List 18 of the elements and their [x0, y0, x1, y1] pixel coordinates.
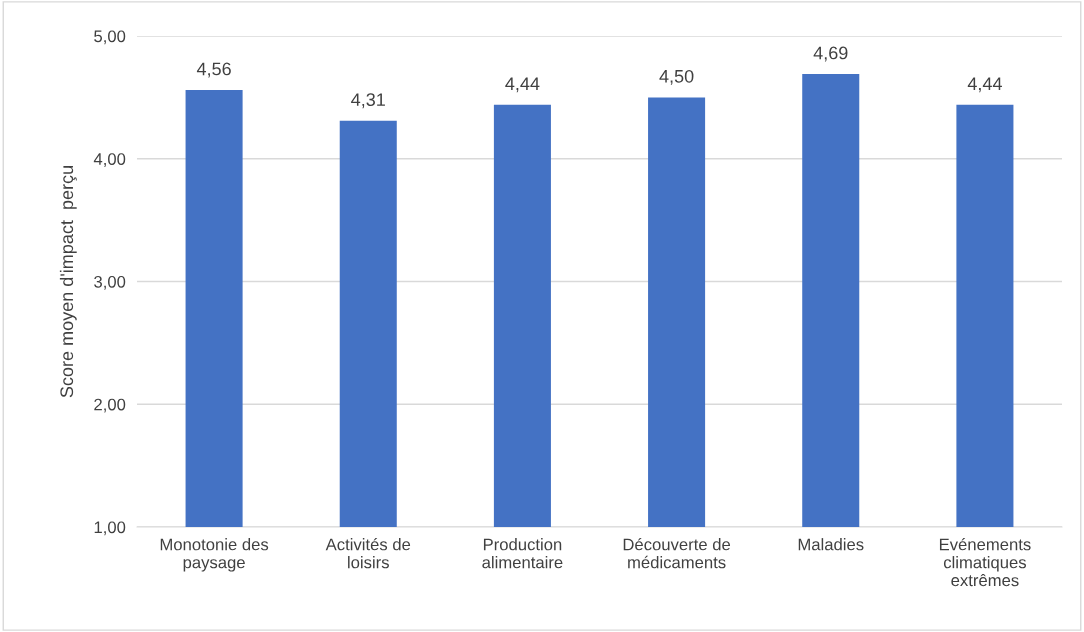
- y-tick-label: 5,00: [94, 30, 126, 45]
- data-label: 4,44: [505, 77, 540, 93]
- y-tick-label: 1,00: [94, 521, 126, 536]
- x-tick-label: Découverte de médicaments: [623, 537, 731, 569]
- data-label: 4,50: [659, 69, 694, 85]
- data-label: 4,31: [351, 93, 385, 109]
- y-tick-label: 2,00: [94, 398, 126, 413]
- y-axis-title: Score moyen d'impact perçu: [59, 166, 77, 398]
- data-label: 4,69: [813, 46, 848, 62]
- y-tick-label: 4,00: [93, 153, 126, 167]
- x-tick-label: Maladies: [798, 538, 864, 551]
- x-tick-label: Monotonie des paysage: [160, 538, 269, 572]
- x-tick-label: Production alimentaire: [482, 538, 563, 569]
- x-tick-label: Evénements climatiques extrêmes: [939, 537, 1031, 587]
- data-label: 4,56: [196, 62, 231, 78]
- x-tick-label: Activités de loisirs: [325, 537, 411, 569]
- y-tick-label: 3,00: [94, 275, 126, 290]
- data-label: 4,44: [967, 77, 1002, 93]
